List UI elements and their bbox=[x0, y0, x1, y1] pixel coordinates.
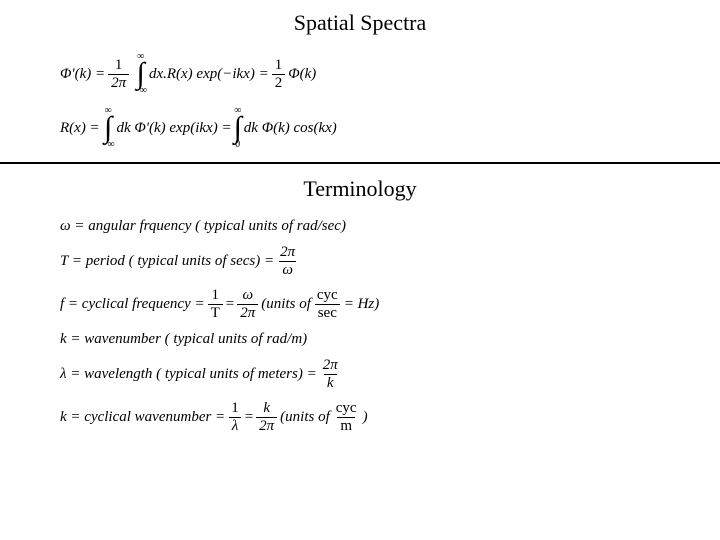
t6-pre: k = cyclical wavenumber = bbox=[60, 409, 225, 426]
t3-f3-den: sec bbox=[315, 304, 340, 321]
t3-frac3: cyc sec bbox=[314, 288, 341, 321]
t5-pre: λ = wavelength ( typical units of meters… bbox=[60, 366, 317, 383]
t3-f1-num: 1 bbox=[208, 288, 222, 304]
term-cyclical-frequency: f = cyclical frequency = 1 T = ω 2π (uni… bbox=[60, 288, 720, 321]
t6-eq: = bbox=[245, 409, 253, 426]
t2-den: ω bbox=[279, 261, 296, 278]
t2-num: 2π bbox=[277, 245, 298, 261]
t6-f1-den: λ bbox=[229, 417, 242, 434]
section-divider bbox=[0, 162, 720, 164]
terminology-equations: ω = angular frquency ( typical units of … bbox=[0, 218, 720, 434]
equation-R-of-x: R(x) = ∞ ∫ −∞ dk Φ'(k) exp(ikx) = ∞ ∫ 0 … bbox=[60, 106, 720, 150]
t5-num: 2π bbox=[320, 358, 341, 374]
t5-frac: 2π k bbox=[320, 358, 341, 391]
eq2-integral-1: ∞ ∫ −∞ bbox=[102, 106, 115, 150]
t6-frac1: 1 λ bbox=[228, 401, 242, 434]
integral-sign: ∫ bbox=[234, 116, 242, 140]
eq2-integral-2: ∞ ∫ 0 bbox=[234, 106, 242, 150]
t6-frac3: cyc m bbox=[333, 401, 360, 434]
t3-post2: = Hz) bbox=[344, 296, 380, 313]
eq1-tail: Φ(k) bbox=[288, 66, 316, 83]
eq1-frac-1-over-2: 1 2 bbox=[272, 58, 286, 91]
eq1-integral: ∞ ∫ −∞ bbox=[134, 52, 147, 96]
t3-eq: = bbox=[226, 296, 234, 313]
eq2-int1-lower: −∞ bbox=[102, 140, 115, 150]
t3-f2-num: ω bbox=[239, 288, 256, 304]
eq2-lhs: R(x) = bbox=[60, 120, 100, 137]
integral-sign: ∫ bbox=[104, 116, 112, 140]
term-wavenumber: k = wavenumber ( typical units of rad/m) bbox=[60, 331, 720, 348]
t3-f1-den: T bbox=[208, 304, 223, 321]
eq1-int-lower: −∞ bbox=[134, 86, 147, 96]
eq2-int2-lower: 0 bbox=[235, 140, 240, 150]
section2-title: Terminology bbox=[0, 172, 720, 208]
term-omega: ω = angular frquency ( typical units of … bbox=[60, 218, 720, 235]
t6-post1: (units of bbox=[280, 409, 330, 426]
t3-frac1: 1 T bbox=[208, 288, 223, 321]
t6-f3-num: cyc bbox=[333, 401, 360, 417]
t3-f2-den: 2π bbox=[237, 304, 258, 321]
t6-f1-num: 1 bbox=[228, 401, 242, 417]
t6-post2: ) bbox=[363, 409, 368, 426]
t2-pre: T = period ( typical units of secs) = bbox=[60, 253, 274, 270]
t3-frac2: ω 2π bbox=[237, 288, 258, 321]
eq1-integrand: dx.R(x) exp(−ikx) = bbox=[149, 66, 269, 83]
t3-post1: (units of bbox=[261, 296, 311, 313]
t5-den: k bbox=[324, 374, 337, 391]
t3-f3-num: cyc bbox=[314, 288, 341, 304]
eq2-mid2: dk Φ(k) cos(kx) bbox=[244, 120, 337, 137]
term-wavelength: λ = wavelength ( typical units of meters… bbox=[60, 358, 720, 391]
eq1-frac1-den: 2π bbox=[108, 74, 129, 91]
term-cyclical-wavenumber: k = cyclical wavenumber = 1 λ = k 2π (un… bbox=[60, 401, 720, 434]
eq1-frac2-den: 2 bbox=[272, 74, 286, 91]
t6-f2-den: 2π bbox=[256, 417, 277, 434]
t6-f2-num: k bbox=[260, 401, 273, 417]
t6-frac2: k 2π bbox=[256, 401, 277, 434]
integral-sign: ∫ bbox=[136, 62, 144, 86]
term-period: T = period ( typical units of secs) = 2π… bbox=[60, 245, 720, 278]
equation-phi-prime: Φ'(k) = 1 2π ∞ ∫ −∞ dx.R(x) exp(−ikx) = … bbox=[60, 52, 720, 96]
spatial-spectra-equations: Φ'(k) = 1 2π ∞ ∫ −∞ dx.R(x) exp(−ikx) = … bbox=[0, 52, 720, 150]
t2-frac: 2π ω bbox=[277, 245, 298, 278]
eq1-frac1-num: 1 bbox=[112, 58, 126, 74]
t3-pre: f = cyclical frequency = bbox=[60, 296, 205, 313]
eq1-frac-1-over-2pi: 1 2π bbox=[108, 58, 129, 91]
eq1-frac2-num: 1 bbox=[272, 58, 286, 74]
eq2-mid1: dk Φ'(k) exp(ikx) = bbox=[116, 120, 231, 137]
eq1-lhs: Φ'(k) = bbox=[60, 66, 105, 83]
t6-f3-den: m bbox=[337, 417, 355, 434]
page: Spatial Spectra Φ'(k) = 1 2π ∞ ∫ −∞ dx.R… bbox=[0, 0, 720, 540]
section1-title: Spatial Spectra bbox=[0, 0, 720, 42]
